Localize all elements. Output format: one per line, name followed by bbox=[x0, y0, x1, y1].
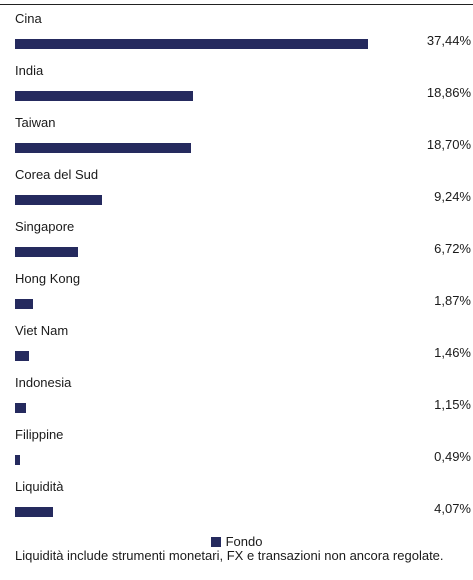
legend-swatch-fondo bbox=[210, 536, 221, 547]
value-label: 1,46% bbox=[434, 345, 471, 360]
value-label: 4,07% bbox=[434, 501, 471, 516]
value-label: 18,86% bbox=[426, 85, 471, 100]
bar-row: Indonesia 1,15% bbox=[0, 375, 473, 427]
top-rule bbox=[0, 4, 473, 5]
bar-row: Corea del Sud 9,24% bbox=[0, 167, 473, 219]
bar-row: Cina 37,44% bbox=[0, 11, 473, 63]
category-label: India bbox=[15, 63, 44, 78]
category-label: Corea del Sud bbox=[15, 167, 99, 182]
footnote: Liquidità include strumenti monetari, FX… bbox=[15, 548, 444, 563]
value-label: 6,72% bbox=[434, 241, 471, 256]
bar bbox=[15, 39, 368, 49]
bar-row: Liquidità 4,07% bbox=[0, 479, 473, 531]
bar bbox=[15, 195, 102, 205]
bar bbox=[15, 299, 33, 309]
value-label: 0,49% bbox=[434, 449, 471, 464]
category-label: Indonesia bbox=[15, 375, 72, 390]
value-label: 1,87% bbox=[434, 293, 471, 308]
legend-label: Fondo bbox=[225, 534, 263, 549]
category-label: Filippine bbox=[15, 427, 64, 442]
bar-row: Viet Nam 1,46% bbox=[0, 323, 473, 375]
bar-row: India 18,86% bbox=[0, 63, 473, 115]
bar bbox=[15, 403, 26, 413]
value-label: 1,15% bbox=[434, 397, 471, 412]
bar bbox=[15, 351, 29, 361]
bar-row: Taiwan 18,70% bbox=[0, 115, 473, 167]
bar-row: Hong Kong 1,87% bbox=[0, 271, 473, 323]
bar bbox=[15, 507, 53, 517]
value-label: 9,24% bbox=[434, 189, 471, 204]
bar bbox=[15, 455, 20, 465]
bar-row: Singapore 6,72% bbox=[0, 219, 473, 271]
category-label: Singapore bbox=[15, 219, 75, 234]
category-label: Hong Kong bbox=[15, 271, 81, 286]
category-label: Viet Nam bbox=[15, 323, 69, 338]
value-label: 37,44% bbox=[426, 33, 471, 48]
bar bbox=[15, 91, 193, 101]
bar bbox=[15, 247, 78, 257]
value-label: 18,70% bbox=[426, 137, 471, 152]
category-label: Liquidità bbox=[15, 479, 64, 494]
legend: Fondo bbox=[0, 534, 473, 550]
bar-row: Filippine 0,49% bbox=[0, 427, 473, 479]
bar bbox=[15, 143, 191, 153]
bar-chart: Cina 37,44% India 18,86% Taiwan 18,70% Corea d… bbox=[0, 4, 473, 531]
category-label: Taiwan bbox=[15, 115, 56, 130]
category-label: Cina bbox=[15, 11, 42, 26]
